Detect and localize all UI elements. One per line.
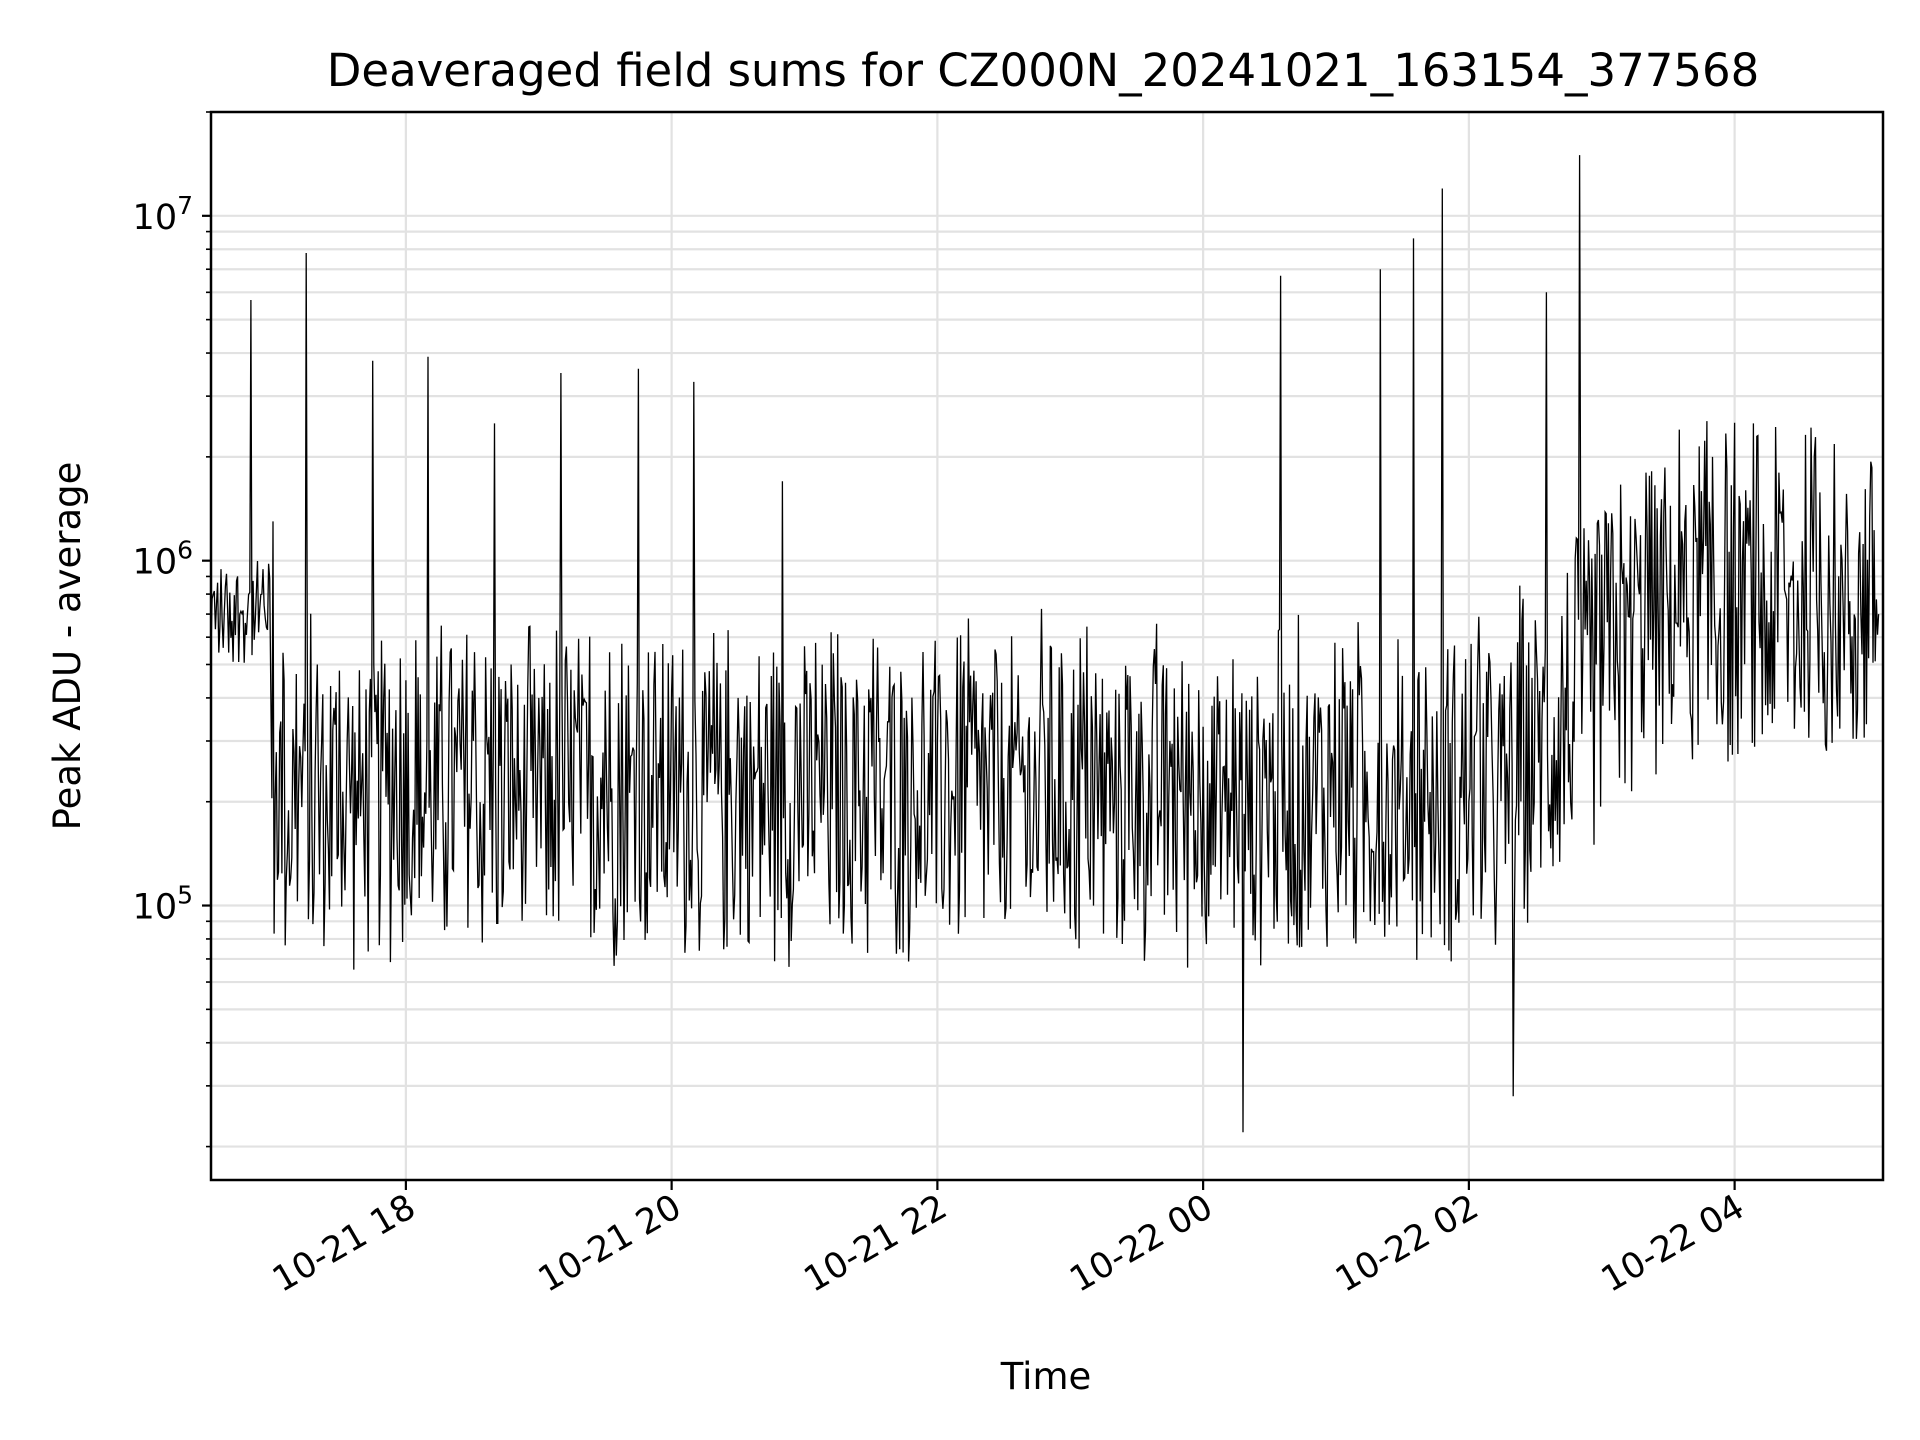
x-tick-label: 10-21 18 [266,1187,422,1300]
x-axis-ticks: 10-21 18 10-21 20 10-21 22 10-22 00 10-22 02… [266,1180,1751,1300]
x-tick-label: 10-21 22 [798,1187,954,1300]
x-tick-label: 10-22 00 [1063,1187,1219,1300]
y-tick-label: 105 [133,881,193,928]
y-tick-label: 106 [133,536,193,583]
y-tick-label: 107 [133,191,193,238]
y-axis-ticks: 105 106 107 [133,111,211,1148]
x-gridlines [404,112,1736,1180]
x-tick-label: 10-21 20 [532,1187,688,1300]
x-tick-label: 10-22 04 [1595,1187,1751,1300]
y-axis-label: Peak ADU - average [46,462,89,831]
x-axis-label: Time [1000,1355,1092,1398]
chart-title: Deaveraged field sums for CZ000N_2024102… [327,44,1759,97]
x-tick-label: 10-22 02 [1329,1187,1485,1300]
series-line [210,155,1880,1133]
plot-frame [209,110,1885,1182]
